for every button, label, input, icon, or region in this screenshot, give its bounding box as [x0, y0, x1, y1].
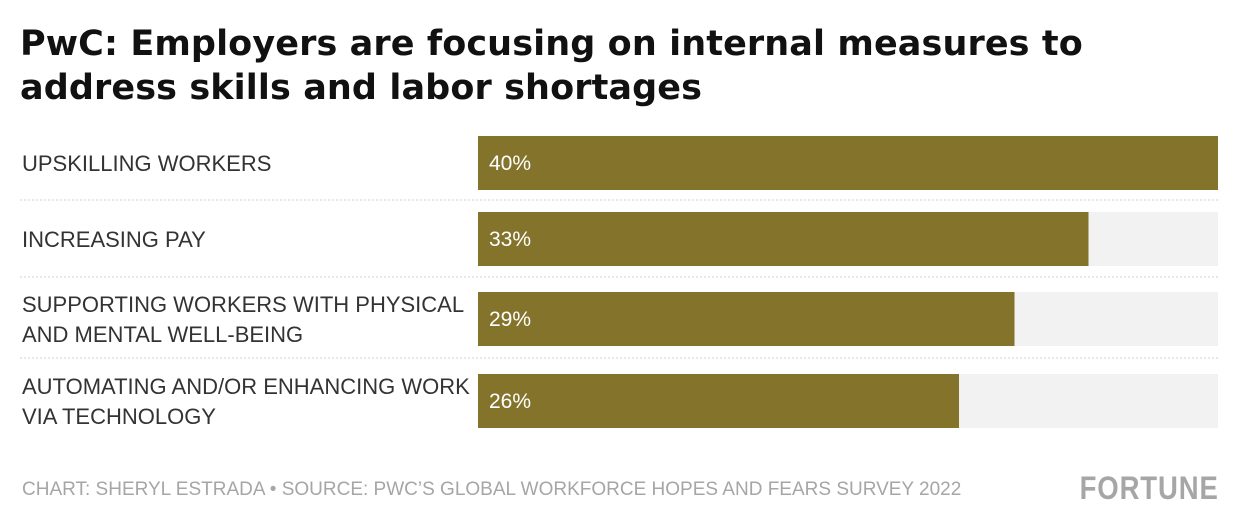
bar-1	[478, 136, 1218, 190]
category-label-4: AUTOMATING AND/OR ENHANCING WORK VIA TECH…	[22, 374, 470, 429]
category-label-2: INCREASING PAY	[22, 227, 206, 252]
category-label-1: UPSKILLING WORKERS	[22, 151, 271, 176]
category-label-3-line-2: AND MENTAL WELL-BEING	[22, 322, 303, 347]
bar-3	[478, 292, 1015, 346]
category-label-3: SUPPORTING WORKERS WITH PHYSICAL AND MENT…	[22, 292, 464, 347]
category-label-4-line-1: AUTOMATING AND/OR ENHANCING WORK	[22, 374, 470, 399]
bar-2	[478, 212, 1089, 266]
category-label-2-line-1: INCREASING PAY	[22, 227, 206, 252]
value-label-3: 29%	[489, 308, 531, 331]
chart-title: PwC: Employers are focusing on internal …	[20, 24, 1083, 108]
value-label-1: 40%	[489, 152, 531, 175]
bar-4	[478, 374, 959, 428]
category-label-3-line-1: SUPPORTING WORKERS WITH PHYSICAL	[22, 292, 464, 317]
category-label-4-line-2: VIA TECHNOLOGY	[22, 404, 216, 429]
fortune-logo: FORTUNE	[1079, 470, 1219, 506]
category-label-1-line-1: UPSKILLING WORKERS	[22, 151, 271, 176]
value-label-2: 33%	[489, 228, 531, 251]
source-credit: CHART: SHERYL ESTRADA • SOURCE: PWC’S GL…	[22, 479, 962, 500]
value-label-4: 26%	[489, 390, 531, 413]
